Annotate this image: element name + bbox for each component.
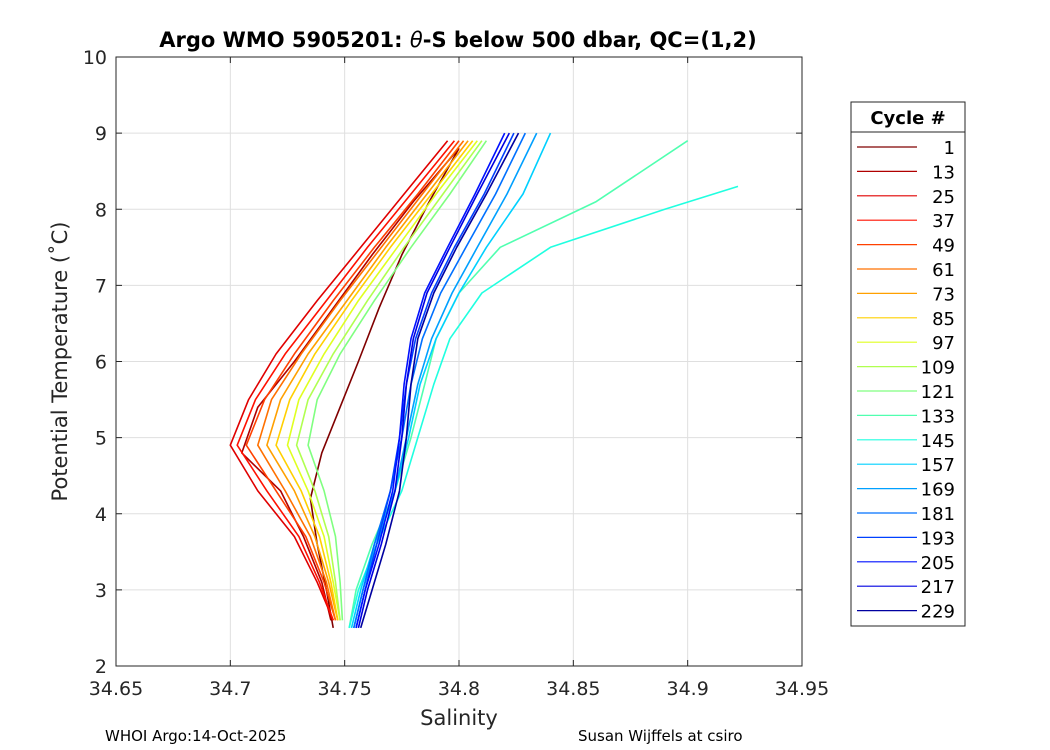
legend-entry-label: 73 — [932, 284, 955, 305]
legend-entry-label: 133 — [921, 406, 955, 427]
legend-entry-label: 205 — [921, 553, 955, 574]
series-line-cycle-73 — [266, 140, 469, 621]
legend-entry-label: 13 — [932, 162, 955, 183]
x-tick-label: 34.75 — [317, 678, 371, 700]
series-line-cycle-109 — [295, 140, 483, 621]
series-line-cycle-133 — [348, 140, 689, 629]
legend-entry-label: 25 — [932, 187, 955, 208]
x-tick-label: 34.8 — [438, 678, 480, 700]
legend-entry-label: 61 — [932, 260, 955, 281]
series-line-cycle-97 — [286, 140, 478, 621]
legend-entry-label: 157 — [921, 455, 955, 476]
series-line-cycle-49 — [245, 140, 460, 621]
legend-entry-label: 1 — [944, 138, 955, 159]
legend-entry-label: 169 — [921, 480, 955, 501]
legend-box — [850, 101, 966, 627]
legend-entry-label: 85 — [932, 309, 955, 330]
y-tick-label: 10 — [83, 47, 107, 69]
legend-entry-label: 145 — [921, 431, 955, 452]
y-tick-label: 5 — [95, 428, 107, 450]
y-tick-label: 7 — [95, 275, 107, 297]
x-tick-label: 34.95 — [775, 678, 829, 700]
legend-entry-label: 49 — [932, 236, 955, 257]
y-tick-label: 8 — [95, 199, 107, 221]
series-line-cycle-25 — [229, 140, 449, 621]
series-line-cycle-37 — [236, 140, 456, 621]
series-line-cycle-121 — [307, 140, 488, 621]
series-line-cycle-217 — [357, 132, 511, 629]
x-axis-label: Salinity — [420, 706, 498, 730]
legend-entry-label: 121 — [921, 382, 955, 403]
chart-title: Argo WMO 5905201: θ-S below 500 dbar, QC… — [159, 28, 756, 52]
series-line-cycle-205 — [355, 132, 506, 629]
data-series — [229, 132, 739, 629]
legend-entry-label: 229 — [921, 602, 955, 623]
y-axis-label: Potential Temperature (˚C) — [48, 222, 72, 502]
legend-entry-label: 97 — [932, 333, 955, 354]
y-tick-label: 9 — [95, 123, 107, 145]
x-tick-label: 34.85 — [546, 678, 600, 700]
legend-entry-label: 193 — [921, 528, 955, 549]
legend-entry-label: 109 — [921, 358, 955, 379]
y-tick-label: 4 — [95, 504, 107, 526]
footer-right: Susan Wijffels at csiro — [578, 727, 743, 745]
series-line-cycle-229 — [359, 132, 520, 629]
y-tick-label: 6 — [95, 352, 107, 374]
x-tick-label: 34.7 — [209, 678, 251, 700]
x-tick-label: 34.9 — [667, 678, 709, 700]
axis-ticks: 34.65 34.7 34.75 34.8 34.85 34.9 34.95 2 3 4 5 6 7 8 9… — [83, 47, 829, 700]
legend-entry-label: 181 — [921, 504, 955, 525]
y-tick-label: 3 — [95, 580, 107, 602]
series-line-cycle-13 — [241, 147, 460, 621]
legend-entry-label: 37 — [932, 211, 955, 232]
series-line-cycle-85 — [275, 140, 474, 621]
legend-title: Cycle # — [870, 108, 945, 129]
y-tick-label: 2 — [95, 656, 107, 678]
x-tick-label: 34.65 — [89, 678, 143, 700]
legend-entry-label: 217 — [921, 577, 955, 598]
footer-left: WHOI Argo:14-Oct-2025 — [105, 727, 286, 745]
legend: Cycle # 1 13 25 37 49 61 73 85 97 109 121 133 145 157… — [850, 101, 966, 627]
series-line-cycle-61 — [256, 140, 465, 621]
